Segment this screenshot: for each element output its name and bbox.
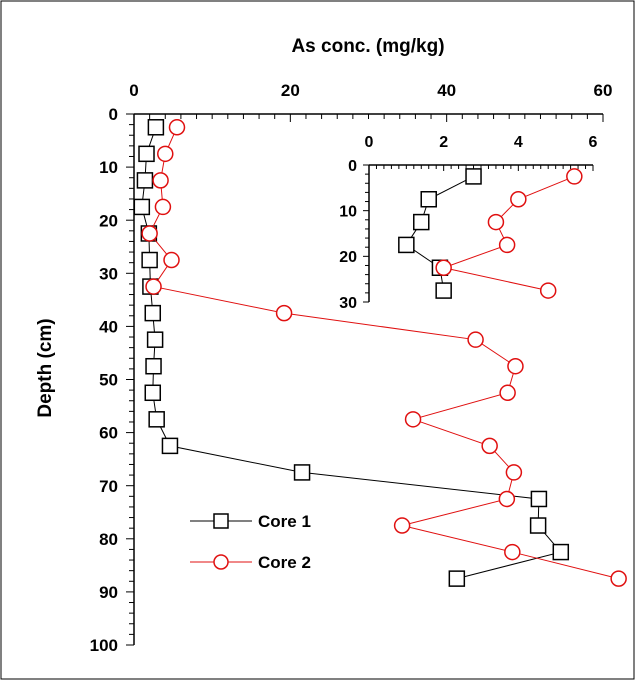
core2-point	[610, 570, 627, 587]
core2-point	[467, 331, 484, 348]
inset-core2-point	[435, 259, 452, 276]
y-tick-label: 80	[99, 530, 118, 549]
core1-point	[138, 145, 155, 163]
inset-x-tick-label: 0	[365, 134, 374, 151]
inset-plot: 0 2 4 6 0 10 20 30	[339, 134, 597, 312]
inset-x-tick-label: 6	[589, 134, 598, 151]
x-tick-label: 20	[281, 81, 300, 100]
inset-core1-point	[435, 282, 452, 299]
inset-y-tick-label: 10	[339, 203, 357, 220]
core2-point	[163, 251, 180, 269]
core1-point	[448, 570, 466, 587]
inset-core2-point	[566, 168, 583, 185]
inset-series-line-2	[441, 175, 575, 292]
core2-point	[404, 411, 422, 428]
core1-point	[145, 357, 162, 375]
core1-point	[530, 490, 548, 508]
core2-point	[393, 517, 411, 534]
inset-core1-point	[465, 168, 482, 185]
inset-core1-point	[413, 213, 430, 231]
y-tick-label: 50	[99, 371, 118, 390]
core1-point	[144, 384, 162, 402]
legend-circle-marker	[213, 554, 229, 570]
core2-point	[498, 490, 516, 508]
inset-core2-point	[510, 191, 527, 208]
core2-point	[145, 278, 162, 295]
legend-label-1: Core 1	[258, 512, 311, 531]
inset-x-tick-label: 4	[514, 134, 523, 151]
y-tick-label: 70	[99, 477, 118, 496]
core1-point	[144, 304, 162, 322]
core1-point	[529, 517, 547, 534]
core1-point	[148, 411, 165, 428]
core2-point	[157, 145, 174, 163]
y-tick-label: 20	[99, 211, 118, 230]
core1-point	[146, 331, 164, 348]
core1-point	[147, 119, 165, 136]
core2-point	[507, 357, 524, 375]
y-tick-label: 10	[99, 158, 118, 177]
legend: Core 1 Core 2	[190, 512, 311, 572]
y-tick-label: 30	[99, 264, 118, 283]
core2-point	[504, 543, 521, 561]
core1-point	[161, 437, 179, 455]
inset-core2-point	[539, 282, 557, 299]
inset-x-tick-label: 2	[439, 134, 448, 151]
y-tick-label: 40	[99, 318, 118, 337]
inset-core1-point	[398, 236, 415, 254]
y-tick-label: 60	[99, 424, 118, 443]
legend-square-marker	[213, 513, 229, 529]
y-tick-label: 100	[90, 636, 118, 655]
x-tick-label: 0	[129, 81, 138, 100]
core2-point	[275, 304, 293, 322]
inset-core2-point	[498, 236, 516, 254]
core2-point	[154, 198, 172, 216]
inset-core2-point	[487, 213, 505, 231]
inset-y-tick-label: 20	[339, 249, 357, 266]
legend-label-2: Core 2	[258, 553, 311, 572]
inset-y-tick-label: 30	[339, 295, 357, 312]
core2-point	[499, 384, 516, 402]
core1-point	[133, 198, 151, 216]
x-tick-label: 60	[594, 81, 613, 100]
inset-core1-point	[420, 191, 437, 208]
core2-point	[505, 464, 523, 481]
core1-point	[136, 172, 154, 189]
x-tick-label: 40	[437, 81, 456, 100]
core1-point	[141, 251, 158, 269]
y-axis-label: Depth (cm)	[35, 318, 56, 417]
core2-point	[152, 172, 169, 189]
inset-y-tick-label: 0	[348, 158, 357, 175]
core2-point	[141, 225, 158, 242]
core1-point	[293, 464, 311, 481]
x-axis-label: As conc. (mg/kg)	[291, 36, 444, 57]
core2-point	[481, 437, 498, 455]
core2-point	[168, 119, 186, 136]
core1-point	[552, 543, 570, 561]
y-tick-label: 90	[99, 583, 118, 602]
y-tick-label: 0	[109, 105, 118, 124]
